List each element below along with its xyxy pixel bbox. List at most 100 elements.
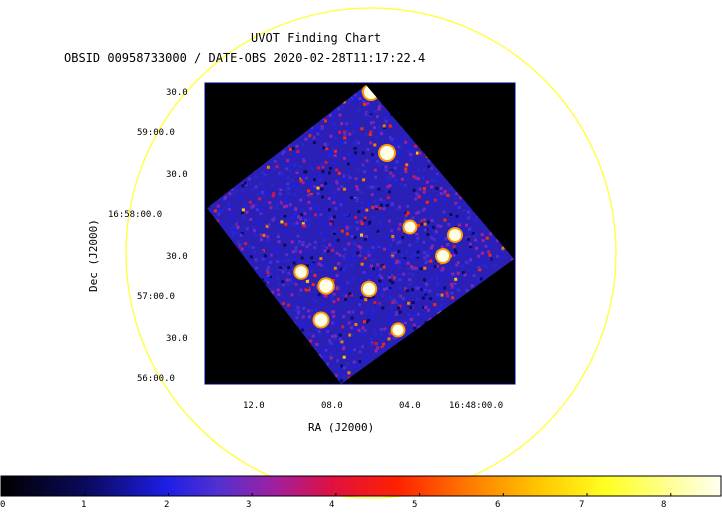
noise-pixel <box>388 184 392 188</box>
noise-pixel <box>334 149 337 153</box>
noise-pixel <box>363 170 367 174</box>
noise-pixel <box>480 233 484 236</box>
noise-pixel <box>240 232 244 236</box>
noise-pixel <box>425 285 429 289</box>
noise-pixel <box>404 287 408 291</box>
noise-pixel <box>252 229 256 233</box>
noise-pixel <box>363 237 367 241</box>
noise-pixel <box>433 179 437 183</box>
noise-pixel <box>294 184 298 188</box>
noise-pixel <box>401 259 405 263</box>
noise-pixel <box>383 116 387 120</box>
noise-pixel <box>309 192 313 196</box>
noise-pixel <box>237 244 241 248</box>
noise-pixel <box>367 278 371 282</box>
noise-pixel <box>267 223 271 227</box>
noise-pixel <box>298 250 302 254</box>
noise-pixel <box>425 282 429 286</box>
noise-pixel <box>465 288 469 292</box>
noise-pixel <box>366 102 370 106</box>
noise-pixel <box>375 205 379 209</box>
noise-pixel <box>285 187 289 191</box>
noise-pixel <box>389 244 393 248</box>
noise-pixel <box>348 279 352 283</box>
noise-pixel <box>265 280 269 284</box>
noise-pixel <box>255 271 259 274</box>
noise-pixel <box>350 235 354 239</box>
noise-pixel <box>252 250 256 254</box>
noise-pixel <box>391 255 395 259</box>
noise-pixel <box>347 173 351 177</box>
noise-pixel <box>316 132 320 136</box>
noise-pixel <box>374 349 378 353</box>
noise-pixel <box>291 250 295 254</box>
noise-pixel <box>373 199 377 203</box>
colorbar-label: 0 <box>0 500 6 510</box>
noise-pixel <box>290 293 294 297</box>
noise-pixel <box>440 268 444 272</box>
noise-pixel <box>227 207 231 211</box>
noise-pixel <box>342 347 346 351</box>
noise-pixel <box>317 329 321 333</box>
noise-pixel <box>388 312 392 316</box>
noise-pixel <box>395 160 399 164</box>
noise-pixel <box>450 283 453 286</box>
star-source <box>362 282 376 296</box>
noise-pixel <box>284 267 288 271</box>
noise-pixel <box>400 253 404 257</box>
noise-pixel <box>281 280 285 284</box>
noise-pixel <box>432 233 436 237</box>
noise-pixel <box>328 243 332 247</box>
noise-pixel <box>266 265 270 269</box>
noise-pixel <box>328 153 332 157</box>
noise-pixel <box>280 220 284 224</box>
noise-pixel <box>301 176 305 179</box>
noise-pixel <box>336 359 340 363</box>
noise-pixel <box>488 253 492 257</box>
noise-pixel <box>398 310 402 314</box>
noise-pixel <box>275 165 279 169</box>
noise-pixel <box>363 218 367 222</box>
noise-pixel <box>347 350 350 354</box>
noise-pixel <box>348 333 352 337</box>
noise-pixel <box>240 211 244 215</box>
noise-pixel <box>258 197 262 201</box>
noise-pixel <box>343 216 347 219</box>
noise-pixel <box>475 246 479 250</box>
noise-pixel <box>352 96 356 100</box>
noise-pixel <box>255 208 259 212</box>
noise-pixel <box>288 169 292 173</box>
noise-pixel <box>307 189 311 193</box>
noise-pixel <box>393 265 396 269</box>
noise-pixel <box>408 332 412 336</box>
noise-pixel <box>377 107 381 111</box>
noise-pixel <box>286 182 290 186</box>
noise-pixel <box>285 278 289 282</box>
noise-pixel <box>294 249 298 253</box>
noise-pixel <box>310 269 314 273</box>
noise-pixel <box>412 188 416 192</box>
noise-pixel <box>369 113 373 117</box>
noise-pixel <box>322 238 326 242</box>
noise-pixel <box>384 188 388 192</box>
noise-pixel <box>347 371 351 375</box>
x-tick: 12.0 <box>243 401 265 411</box>
noise-pixel <box>310 195 314 198</box>
noise-pixel <box>353 348 356 352</box>
noise-pixel <box>410 266 414 270</box>
noise-pixel <box>411 301 415 304</box>
noise-pixel <box>265 239 269 243</box>
noise-pixel <box>455 192 459 196</box>
noise-pixel <box>384 168 388 172</box>
noise-pixel <box>338 276 342 280</box>
noise-pixel <box>421 208 425 212</box>
noise-pixel <box>469 244 473 248</box>
noise-pixel <box>337 286 341 290</box>
noise-pixel <box>471 232 475 236</box>
noise-pixel <box>365 320 369 324</box>
noise-pixel <box>291 281 295 285</box>
noise-pixel <box>271 290 275 293</box>
noise-pixel <box>324 348 328 352</box>
noise-pixel <box>425 295 429 299</box>
noise-pixel <box>237 239 240 243</box>
